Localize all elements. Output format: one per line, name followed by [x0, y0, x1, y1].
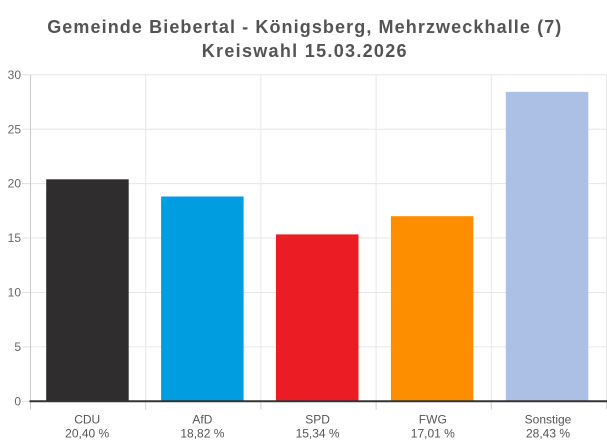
svg-text:CDU: CDU: [74, 412, 100, 426]
svg-text:25: 25: [8, 122, 22, 136]
svg-text:30: 30: [8, 68, 22, 82]
svg-text:18,82 %: 18,82 %: [180, 426, 224, 440]
svg-text:Gemeinde Biebertal - Königsber: Gemeinde Biebertal - Königsberg, Mehrzwe…: [47, 17, 562, 37]
svg-text:20: 20: [8, 177, 22, 191]
svg-text:10: 10: [8, 286, 22, 300]
svg-text:20,40 %: 20,40 %: [65, 426, 109, 440]
svg-text:FWG: FWG: [419, 412, 447, 426]
svg-text:Sonstige: Sonstige: [525, 412, 572, 426]
svg-text:17,01 %: 17,01 %: [411, 426, 455, 440]
svg-text:15,34 %: 15,34 %: [296, 426, 340, 440]
svg-text:0: 0: [14, 394, 21, 408]
svg-text:SPD: SPD: [305, 412, 330, 426]
svg-text:Kreiswahl 15.03.2026: Kreiswahl 15.03.2026: [202, 41, 408, 61]
svg-text:15: 15: [8, 231, 22, 245]
svg-text:AfD: AfD: [192, 412, 212, 426]
svg-text:5: 5: [14, 340, 21, 354]
svg-text:28,43 %: 28,43 %: [526, 426, 570, 440]
